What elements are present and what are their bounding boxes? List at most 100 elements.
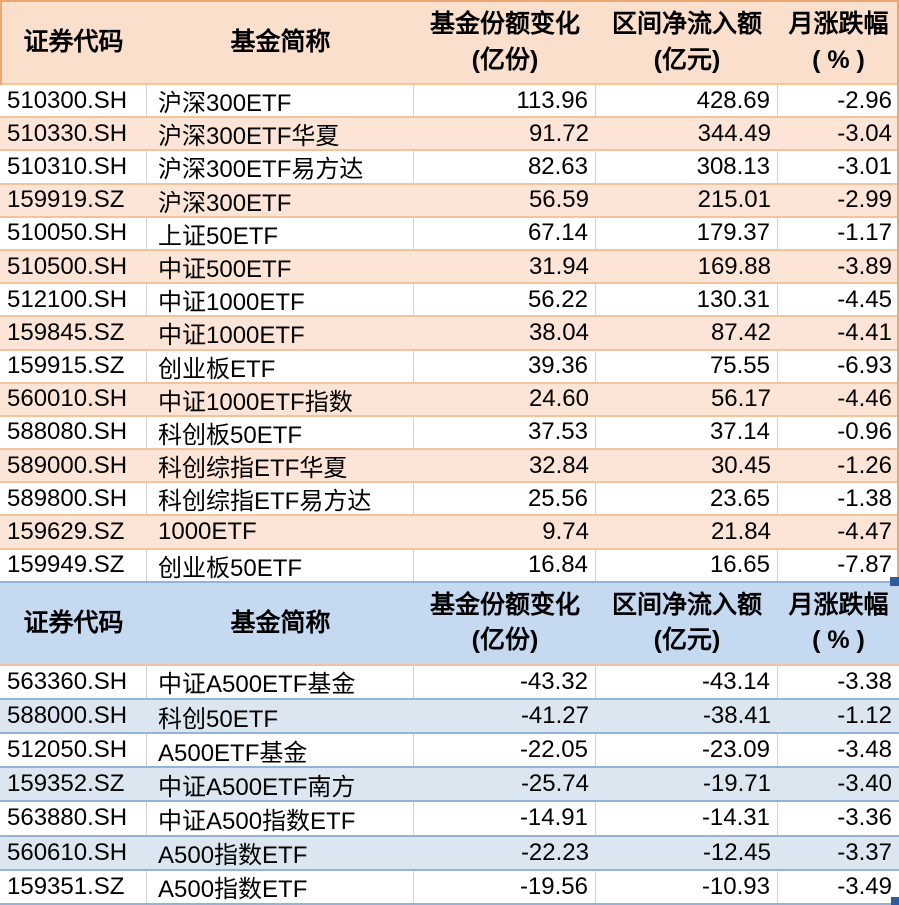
cell-monthly-change[interactable]: -7.87 xyxy=(837,551,892,579)
cell-monthly-change[interactable]: -3.01 xyxy=(837,152,892,180)
col-header-fund-name[interactable]: 基金简称 xyxy=(147,583,414,664)
cell-share-change[interactable]: -22.05 xyxy=(414,734,596,767)
cell-monthly-change[interactable]: -3.37 xyxy=(837,838,892,866)
col-header-share-change[interactable]: 基金份额变化 (亿份) xyxy=(414,2,596,83)
cell-security-code[interactable]: 510300.SH xyxy=(0,85,147,117)
cell-fund-name[interactable]: 沪深300ETF易方达 xyxy=(147,151,414,183)
cell-fund-name[interactable]: 中证500ETF xyxy=(158,256,292,283)
cell-fund-name[interactable]: 沪深300ETF xyxy=(147,85,414,117)
cell-net-inflow[interactable]: -14.31 xyxy=(596,802,778,835)
cell-net-inflow[interactable]: -12.45 xyxy=(702,838,771,866)
cell-share-change[interactable]: 82.63 xyxy=(414,151,596,183)
cell-security-code[interactable]: 510330.SH xyxy=(7,119,128,147)
cell-monthly-change[interactable]: -4.47 xyxy=(837,518,892,546)
cell-net-inflow[interactable]: 30.45 xyxy=(710,451,771,479)
col-header-monthly-change[interactable]: 月涨跌幅 ( % ) xyxy=(778,2,899,83)
cell-share-change[interactable]: 38.04 xyxy=(528,318,589,346)
cell-net-inflow[interactable]: 169.88 xyxy=(697,252,771,280)
cell-monthly-change[interactable]: -1.38 xyxy=(837,484,892,512)
cell-net-inflow[interactable]: -10.93 xyxy=(596,870,778,903)
col-header-monthly-change[interactable]: 月涨跌幅 ( % ) xyxy=(778,583,899,664)
cell-share-change[interactable]: 67.14 xyxy=(414,217,596,249)
cell-share-change[interactable]: 39.36 xyxy=(414,350,596,382)
cell-monthly-change[interactable]: -3.89 xyxy=(837,252,892,280)
cell-net-inflow[interactable]: 75.55 xyxy=(596,350,778,382)
cell-net-inflow[interactable]: 21.84 xyxy=(710,518,771,546)
selection-fill-handle[interactable] xyxy=(890,577,899,586)
cell-fund-name[interactable]: 中证A500指数ETF xyxy=(147,802,414,835)
cell-monthly-change[interactable]: -2.96 xyxy=(837,86,892,114)
cell-security-code[interactable]: 159915.SZ xyxy=(0,350,147,382)
cell-security-code[interactable]: 588080.SH xyxy=(0,416,147,449)
cell-share-change[interactable]: 32.84 xyxy=(528,451,589,479)
cell-monthly-change[interactable]: -6.93 xyxy=(837,352,892,380)
cell-net-inflow[interactable]: -23.09 xyxy=(596,734,778,767)
cell-monthly-change[interactable]: -3.38 xyxy=(837,667,892,695)
cell-monthly-change[interactable]: -1.26 xyxy=(837,451,892,479)
cell-net-inflow[interactable]: 16.65 xyxy=(596,549,778,581)
cell-fund-name[interactable]: 1000ETF xyxy=(158,518,257,546)
cell-fund-name[interactable]: A500ETF基金 xyxy=(147,734,414,767)
cell-security-code[interactable]: 510500.SH xyxy=(7,252,128,280)
cell-monthly-change[interactable]: -4.41 xyxy=(837,318,892,346)
cell-fund-name[interactable]: 中证A500ETF南方 xyxy=(158,773,356,801)
cell-security-code[interactable]: 588000.SH xyxy=(7,702,128,730)
cell-security-code[interactable]: 589800.SH xyxy=(0,483,147,515)
cell-monthly-change[interactable]: -4.46 xyxy=(837,385,892,413)
cell-share-change[interactable]: 113.96 xyxy=(414,85,596,117)
col-header-fund-name[interactable]: 基金简称 xyxy=(147,2,414,83)
cell-security-code[interactable]: 560610.SH xyxy=(7,838,128,866)
cell-share-change[interactable]: 56.22 xyxy=(414,284,596,316)
cell-share-change[interactable]: 91.72 xyxy=(528,119,589,147)
cell-monthly-change[interactable]: -0.96 xyxy=(837,418,892,446)
cell-security-code[interactable]: 510050.SH xyxy=(0,217,147,249)
cell-share-change[interactable]: -41.27 xyxy=(520,702,589,730)
cell-security-code[interactable]: 563360.SH xyxy=(0,665,147,698)
col-header-net-inflow[interactable]: 区间净流入额 (亿元) xyxy=(596,583,778,664)
cell-net-inflow[interactable]: 215.01 xyxy=(697,186,771,214)
cell-fund-name[interactable]: 上证50ETF xyxy=(147,217,414,249)
cell-fund-name[interactable]: A500指数ETF xyxy=(158,842,308,869)
cell-fund-name[interactable]: 沪深300ETF xyxy=(158,189,292,216)
cell-monthly-change[interactable]: -1.17 xyxy=(837,219,892,247)
cell-security-code[interactable]: 159919.SZ xyxy=(7,186,125,214)
cell-security-code[interactable]: 512100.SH xyxy=(0,284,147,316)
cell-share-change[interactable]: 31.94 xyxy=(528,252,589,280)
cell-monthly-change[interactable]: -2.99 xyxy=(837,186,892,214)
cell-security-code[interactable]: 159845.SZ xyxy=(7,318,125,346)
cell-share-change[interactable]: 25.56 xyxy=(414,483,596,515)
cell-share-change[interactable]: 24.60 xyxy=(528,385,589,413)
selection-fill-handle[interactable] xyxy=(891,897,899,905)
cell-fund-name[interactable]: 中证1000ETF xyxy=(147,284,414,316)
cell-security-code[interactable]: 512050.SH xyxy=(0,734,147,767)
cell-net-inflow[interactable]: 130.31 xyxy=(596,284,778,316)
cell-fund-name[interactable]: 科创综指ETF易方达 xyxy=(147,483,414,515)
cell-security-code[interactable]: 589000.SH xyxy=(7,451,128,479)
cell-share-change[interactable]: -25.74 xyxy=(520,770,589,798)
cell-net-inflow[interactable]: -38.41 xyxy=(702,702,771,730)
cell-monthly-change[interactable]: -3.49 xyxy=(837,872,892,900)
cell-share-change[interactable]: 9.74 xyxy=(542,518,589,546)
cell-fund-name[interactable]: 科创综指ETF华夏 xyxy=(158,455,348,482)
cell-security-code[interactable]: 159629.SZ xyxy=(7,518,125,546)
cell-monthly-change[interactable]: -1.12 xyxy=(837,702,892,730)
cell-monthly-change[interactable]: -3.36 xyxy=(837,804,892,832)
cell-share-change[interactable]: 56.59 xyxy=(528,186,589,214)
cell-share-change[interactable]: 37.53 xyxy=(414,416,596,449)
cell-fund-name[interactable]: 创业板ETF xyxy=(147,350,414,382)
cell-fund-name[interactable]: 中证1000ETF xyxy=(158,322,305,349)
cell-fund-name[interactable]: A500指数ETF xyxy=(147,870,414,903)
cell-net-inflow[interactable]: 344.49 xyxy=(697,119,771,147)
cell-share-change[interactable]: -22.23 xyxy=(520,838,589,866)
cell-net-inflow[interactable]: 23.65 xyxy=(596,483,778,515)
cell-share-change[interactable]: -43.32 xyxy=(414,665,596,698)
cell-monthly-change[interactable]: -3.40 xyxy=(837,770,892,798)
cell-security-code[interactable]: 510310.SH xyxy=(0,151,147,183)
cell-security-code[interactable]: 563880.SH xyxy=(0,802,147,835)
cell-fund-name[interactable]: 中证A500ETF基金 xyxy=(147,665,414,698)
cell-security-code[interactable]: 159351.SZ xyxy=(0,870,147,903)
cell-share-change[interactable]: -19.56 xyxy=(414,870,596,903)
cell-net-inflow[interactable]: 87.42 xyxy=(710,318,771,346)
cell-fund-name[interactable]: 中证1000ETF指数 xyxy=(158,388,353,415)
cell-fund-name[interactable]: 科创板50ETF xyxy=(147,416,414,449)
